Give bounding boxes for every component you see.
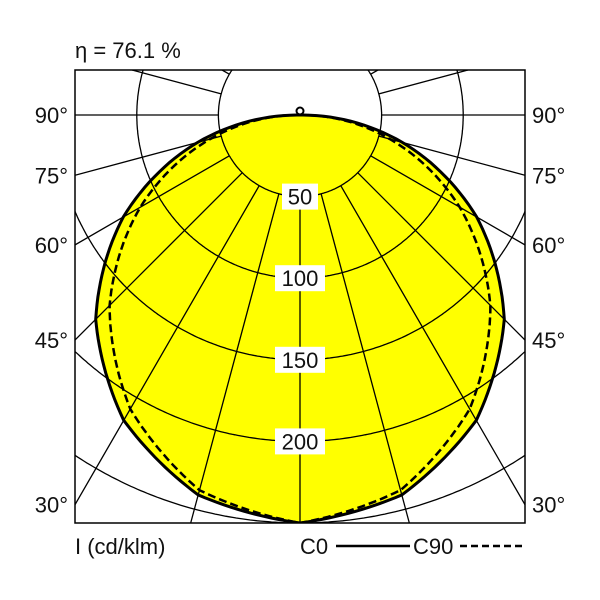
- angle-label-left: 90°: [35, 103, 68, 128]
- plot-frame: [74, 69, 526, 524]
- grid-radial-line: [378, 70, 469, 95]
- efficiency-title: η = 76.1 %: [75, 38, 181, 63]
- radial-label-bg: [275, 428, 325, 455]
- angle-label-right: 30°: [532, 493, 565, 518]
- angle-label-right: 75°: [532, 163, 565, 188]
- grid-radial-line: [340, 185, 525, 506]
- angle-label-left: 75°: [35, 163, 68, 188]
- grid-radial-line: [357, 172, 525, 341]
- angle-label-right: 90°: [532, 103, 565, 128]
- radial-label-bg: [275, 265, 325, 292]
- legend-c90-label: C90: [413, 534, 453, 559]
- grid-radial-line: [190, 193, 280, 523]
- angle-label-right: 45°: [532, 328, 565, 353]
- radial-label-bg: [275, 346, 325, 373]
- grid-radial-line: [320, 193, 410, 523]
- radial-tick-label: 50: [288, 185, 312, 210]
- radial-label-bg: [282, 183, 318, 210]
- grid-radial-line: [75, 155, 230, 246]
- grid-circle-100: [136, 70, 464, 279]
- radial-tick-label: 150: [282, 348, 319, 373]
- grid-radial-line: [370, 155, 525, 246]
- angle-label-left: 30°: [35, 493, 68, 518]
- legend-c0-label: C0: [300, 534, 328, 559]
- luminaire-marker: [295, 106, 305, 116]
- unit-label: I (cd/klm): [75, 534, 165, 559]
- angle-label-right: 60°: [532, 233, 565, 258]
- grid-radial-line: [131, 70, 222, 95]
- radial-tick-label: 100: [282, 266, 319, 291]
- grid-circle-150: [75, 210, 525, 361]
- grid-circle-250: [75, 454, 525, 523]
- angle-label-left: 60°: [35, 233, 68, 258]
- angle-label-left: 45°: [35, 328, 68, 353]
- grid-radial-line: [75, 185, 260, 506]
- grid-circle-50: [217, 70, 383, 198]
- grid-radial-line: [75, 172, 243, 341]
- radial-tick-label: 200: [282, 429, 319, 454]
